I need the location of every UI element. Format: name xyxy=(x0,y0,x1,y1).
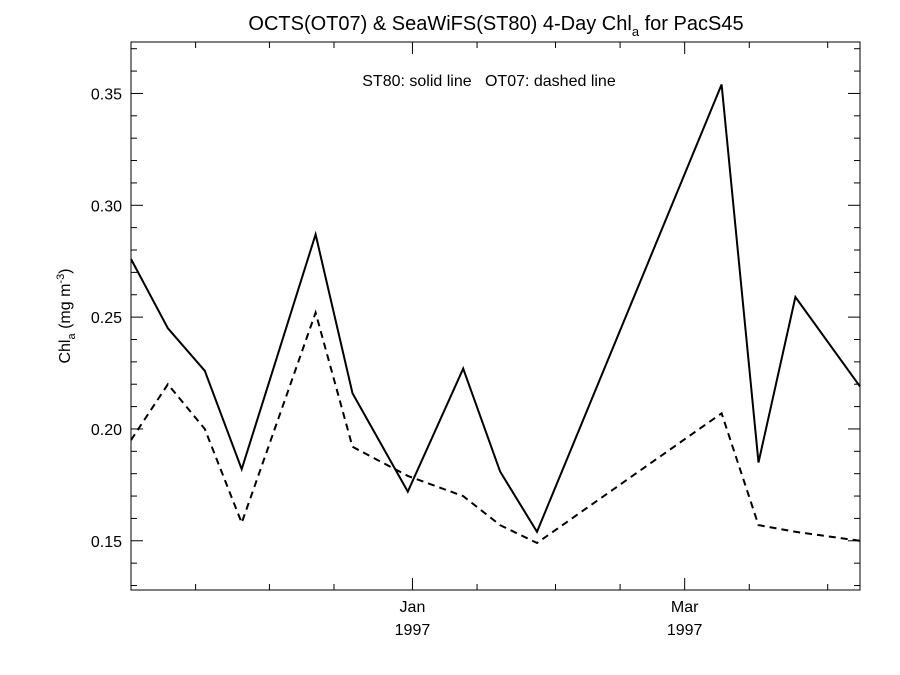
y-axis-label-superscript: -3 xyxy=(55,274,67,284)
y-tick-label: 0.25 xyxy=(91,310,122,327)
chart-title: OCTS(OT07) & SeaWiFS(ST80) 4-Day Chla fo… xyxy=(248,13,743,39)
series-line-ot07 xyxy=(130,309,861,545)
axis-marks: 0.15 0.20 0.25 0.30 0.35 Jan 1997 Mar 1997 xyxy=(91,42,860,639)
y-axis-label-unit-close: ) xyxy=(57,268,74,273)
legend-text: ST80: solid line OT07: dashed line xyxy=(362,73,616,90)
x-tick-label-year: 1997 xyxy=(667,622,703,639)
x-tick-label-month: Mar xyxy=(671,599,699,616)
y-tick-label: 0.30 xyxy=(91,198,122,215)
y-tick-label: 0.15 xyxy=(91,534,122,551)
series-lines xyxy=(130,84,861,545)
y-axis-label-subscript: a xyxy=(66,333,78,340)
y-axis-label-main: Chl xyxy=(57,340,74,364)
chart-title-main: OCTS(OT07) & SeaWiFS(ST80) 4-Day Chl xyxy=(248,13,631,35)
chart-title-suffix: for PacS45 xyxy=(639,13,744,35)
chart-title-subscript: a xyxy=(632,24,640,39)
y-tick-label: 0.35 xyxy=(91,86,122,103)
x-tick-label-month: Jan xyxy=(400,599,426,616)
y-axis-label-unit: (mg m xyxy=(57,284,74,334)
y-axis-label: Chla (mg m-3) xyxy=(55,268,78,363)
x-tick-label-year: 1997 xyxy=(395,622,431,639)
y-tick-label: 0.20 xyxy=(91,422,122,439)
series-line-st80 xyxy=(130,84,861,534)
plot-frame xyxy=(130,41,861,591)
